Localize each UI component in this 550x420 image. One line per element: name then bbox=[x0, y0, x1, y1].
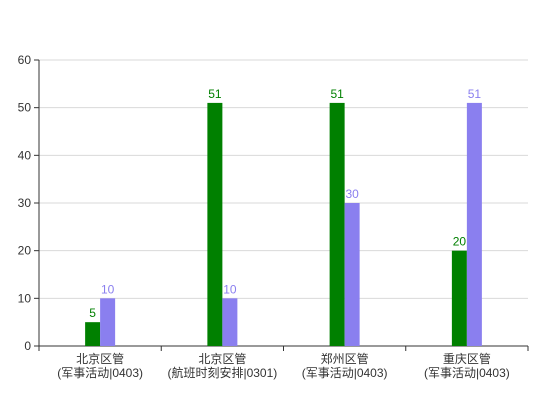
bar bbox=[207, 102, 223, 347]
bar-value-label: 10 bbox=[101, 282, 115, 296]
axes: 0 10 20 30 40 50 60 北京区管(军事活动|0403) 北京区管(航班时刻安排|… bbox=[18, 53, 529, 380]
x-category-label: 郑州区管(军事活动|0403) bbox=[302, 351, 388, 380]
y-tick-label: 50 bbox=[18, 101, 32, 115]
bar bbox=[100, 298, 116, 346]
y-tick-label: 30 bbox=[18, 196, 32, 210]
y-tick-label: 10 bbox=[18, 291, 32, 305]
bar-value-label: 51 bbox=[468, 87, 482, 101]
bar bbox=[466, 102, 482, 347]
bar-value-label: 10 bbox=[223, 282, 237, 296]
data-labels: 5 51 51 20 10 10 30 51 bbox=[89, 87, 481, 320]
y-tick-label: 60 bbox=[18, 53, 32, 67]
bars bbox=[85, 102, 482, 347]
y-tick-label: 40 bbox=[18, 148, 32, 162]
x-category-label: 重庆区管(军事活动|0403) bbox=[424, 351, 510, 380]
bar-value-label: 5 bbox=[89, 306, 96, 320]
y-tick-label: 20 bbox=[18, 244, 32, 258]
bar bbox=[344, 203, 360, 346]
y-tick-label: 0 bbox=[24, 339, 31, 353]
bar-value-label: 51 bbox=[330, 87, 344, 101]
x-category-label: 北京区管(航班时刻安排|0301) bbox=[167, 351, 277, 380]
grid-lines bbox=[39, 59, 528, 299]
bar bbox=[222, 298, 238, 346]
bar bbox=[85, 322, 101, 346]
x-category-label: 北京区管(军事活动|0403) bbox=[57, 351, 143, 380]
bar-value-label: 51 bbox=[208, 87, 222, 101]
bar bbox=[329, 102, 345, 347]
bar bbox=[451, 250, 467, 346]
bar-value-label: 30 bbox=[345, 187, 359, 201]
bar-value-label: 20 bbox=[453, 235, 467, 249]
